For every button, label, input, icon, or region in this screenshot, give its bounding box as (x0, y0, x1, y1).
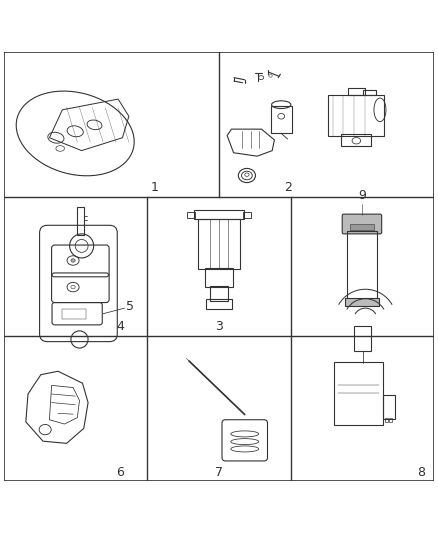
Bar (354, 326, 371, 351)
Text: 2: 2 (284, 181, 292, 195)
FancyBboxPatch shape (342, 214, 381, 234)
Bar (348, 88, 365, 95)
Text: 6: 6 (117, 466, 124, 479)
Bar (271, 106, 292, 133)
Text: 7: 7 (215, 466, 223, 479)
Bar (198, 219, 240, 269)
Text: 5: 5 (126, 301, 134, 313)
Text: 1: 1 (151, 181, 159, 195)
Bar (350, 223, 374, 230)
Bar (341, 134, 371, 147)
Bar (389, 418, 392, 422)
Bar (363, 90, 376, 95)
Bar (385, 418, 388, 422)
Ellipse shape (71, 259, 75, 262)
Bar (194, 210, 244, 219)
Bar (206, 299, 232, 309)
Bar (62, 310, 86, 319)
Bar (205, 268, 233, 287)
Bar (383, 395, 396, 419)
Text: 8: 8 (417, 466, 425, 479)
Text: 9: 9 (358, 189, 366, 202)
Bar (243, 212, 251, 218)
Bar (345, 298, 379, 306)
Text: 3: 3 (215, 320, 223, 334)
Bar (334, 362, 383, 425)
Bar (187, 212, 195, 218)
Bar (328, 95, 384, 135)
Bar (347, 231, 377, 300)
Text: 4: 4 (117, 320, 124, 334)
Bar (210, 286, 228, 301)
